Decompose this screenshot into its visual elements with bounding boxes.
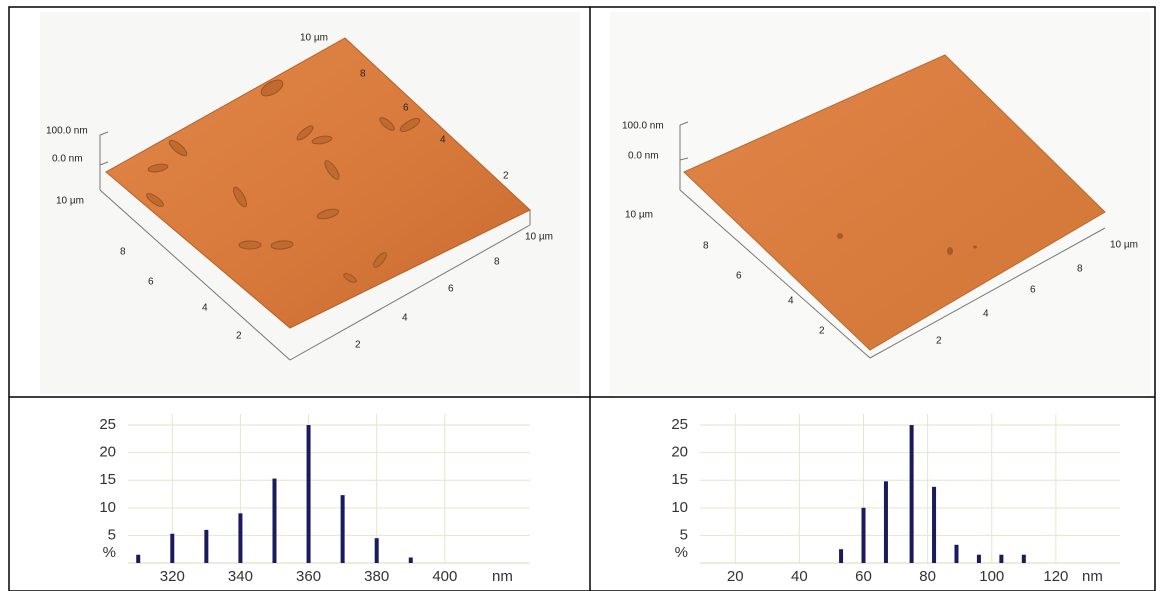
x-tick-label: 40 (791, 568, 808, 585)
y-tick-label: 25 (671, 416, 688, 433)
bar (884, 481, 888, 563)
x-tick-label: 80 (919, 568, 936, 585)
x-tick-label: 380 (364, 568, 389, 585)
afm-label: 8 (120, 247, 126, 258)
bar (170, 534, 174, 563)
afm-label: 4 (202, 303, 208, 314)
afm-label: 2 (936, 336, 942, 347)
x-axis-label: nm (492, 568, 513, 585)
y-axis-label: % (675, 544, 688, 561)
bar (999, 555, 1003, 563)
bar (307, 425, 311, 563)
afm-label: 2 (236, 331, 242, 342)
bar (932, 487, 936, 563)
x-tick-label: 400 (432, 568, 457, 585)
afm-label: 8 (494, 257, 500, 268)
y-tick-label: 20 (99, 444, 116, 461)
afm-label: 100.0 nm (622, 121, 664, 132)
afm-label: 8 (1077, 264, 1083, 275)
y-tick-label: 10 (671, 499, 688, 516)
bar (839, 549, 843, 563)
afm-label: 4 (788, 296, 794, 307)
afm-label: 10 µm (625, 210, 653, 221)
bar (954, 545, 958, 563)
x-tick-label: 340 (228, 568, 253, 585)
afm-label: 4 (983, 309, 989, 320)
bar (862, 508, 866, 563)
y-tick-label: 10 (99, 499, 116, 516)
bar (272, 479, 276, 563)
afm-label: 6 (148, 277, 154, 288)
afm-label: 2 (355, 340, 361, 351)
bar (977, 555, 981, 563)
bar (204, 530, 208, 563)
x-tick-label: 60 (855, 568, 872, 585)
y-tick-label: 20 (671, 444, 688, 461)
bar (341, 495, 345, 563)
x-tick-label: 120 (1043, 568, 1068, 585)
bar (409, 557, 413, 563)
bar (238, 513, 242, 563)
bar (910, 425, 914, 563)
afm-label: 10 µm (525, 232, 553, 243)
afm-label: 6 (1030, 285, 1036, 296)
afm-label: 0.0 nm (52, 154, 83, 165)
afm-label: 6 (736, 271, 742, 282)
afm-label: 100.0 nm (46, 126, 88, 137)
histogram: 5 10 15 20 25 320 340 360 380 400% nm (99, 414, 530, 585)
afm-label: 10 µm (1110, 240, 1138, 251)
histogram: 5 10 15 20 25 20 40 60 80 100 120% nm (671, 414, 1120, 585)
x-tick-label: 360 (296, 568, 321, 585)
y-axis-label: % (103, 544, 116, 561)
bar (1022, 555, 1026, 563)
afm-label: 8 (703, 241, 709, 252)
x-tick-label: 320 (160, 568, 185, 585)
bar (136, 555, 140, 563)
y-tick-label: 25 (99, 416, 116, 433)
x-tick-label: 100 (979, 568, 1004, 585)
afm-label: 4 (402, 313, 408, 324)
bar (375, 538, 379, 563)
afm-label: 0.0 nm (628, 151, 659, 162)
afm-label: 10 µm (56, 196, 84, 207)
y-tick-label: 5 (108, 526, 116, 543)
x-axis-label: nm (1082, 568, 1103, 585)
y-tick-label: 5 (680, 526, 688, 543)
figure: 100.0 nm0.0 nm10 µm864210 µm8642246810 µ… (0, 0, 1161, 591)
afm-label: 2 (503, 171, 509, 182)
y-tick-label: 15 (99, 471, 116, 488)
afm-label: 10 µm (300, 33, 328, 44)
afm-label: 6 (448, 284, 454, 295)
afm-label: 4 (440, 135, 446, 146)
afm-label: 6 (403, 103, 409, 114)
y-tick-label: 15 (671, 471, 688, 488)
afm-label: 2 (819, 326, 825, 337)
x-tick-label: 20 (727, 568, 744, 585)
afm-label: 8 (360, 69, 366, 80)
